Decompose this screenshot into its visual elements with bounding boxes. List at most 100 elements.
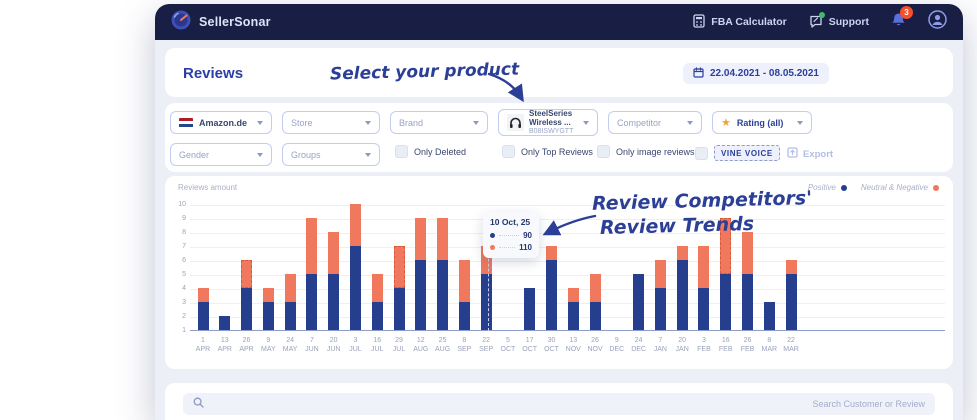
checkbox-icon: [395, 145, 408, 158]
brand-name: SellerSonar: [199, 15, 271, 29]
x-tick-label: 20 JUN: [326, 337, 341, 353]
marketplace-flag-icon: [179, 117, 193, 128]
negative-dot-icon: [933, 184, 939, 191]
vine-voice-checkbox[interactable]: VINE VOICE: [695, 145, 780, 161]
gridline: [190, 261, 945, 262]
segment-positive: [633, 274, 645, 330]
only-deleted-checkbox[interactable]: Only Deleted: [395, 145, 466, 158]
bar-12-aug[interactable]: [415, 218, 427, 330]
calculator-icon: [693, 13, 705, 31]
y-tick-label: 5: [182, 271, 186, 278]
date-range-value: 22.04.2021 - 08.05.2021: [710, 68, 819, 79]
x-tick-label: 17 OCT: [522, 337, 538, 353]
bar-13-nov[interactable]: [567, 288, 579, 330]
search-input[interactable]: [204, 399, 925, 409]
x-tick-label: 24 MAY: [282, 337, 298, 353]
gridline: [190, 289, 945, 290]
segment-positive: [567, 302, 579, 330]
gridline: [190, 317, 945, 318]
chevron-down-icon: [257, 120, 263, 125]
bar-20-jun[interactable]: [328, 232, 340, 330]
bar-30-oct[interactable]: [545, 246, 557, 330]
bar-24-dec[interactable]: [633, 274, 645, 330]
segment-neutral-negative: [262, 288, 274, 302]
legend-neutral-negative[interactable]: Neutral & Negative: [861, 183, 939, 192]
y-tick-label: 2: [182, 313, 186, 320]
segment-positive: [480, 274, 492, 330]
bar-20-jan[interactable]: [676, 246, 688, 330]
legend-positive[interactable]: Positive: [808, 183, 847, 192]
marketplace-dropdown[interactable]: Amazon.de: [170, 111, 272, 134]
x-tick-label: 3 JUL: [349, 337, 362, 353]
segment-neutral-negative: [284, 274, 296, 302]
bar-3-jul[interactable]: [349, 204, 361, 330]
bar-22-sep[interactable]: [480, 246, 492, 330]
segment-neutral-negative: [545, 246, 557, 260]
rating-dropdown[interactable]: ★ Rating (all): [712, 111, 812, 134]
bar-26-feb[interactable]: [742, 232, 753, 330]
segment-positive: [241, 288, 253, 330]
brand-placeholder: Brand: [399, 117, 424, 128]
bar-29-jul[interactable]: [393, 246, 405, 330]
fba-calculator-label: FBA Calculator: [711, 16, 787, 28]
bar-3-feb[interactable]: [698, 246, 710, 330]
bar-16-jul[interactable]: [371, 274, 383, 330]
vine-voice-badge: VINE VOICE: [714, 145, 780, 161]
brand-dropdown[interactable]: Brand: [390, 111, 488, 134]
bar-13-apr[interactable]: [219, 316, 231, 330]
positive-dot-icon: [840, 184, 847, 191]
store-placeholder: Store: [291, 117, 313, 128]
fba-calculator-button[interactable]: FBA Calculator: [693, 13, 787, 31]
export-button[interactable]: Export: [787, 147, 833, 161]
segment-positive: [654, 288, 666, 330]
x-tick-label: 16 JUL: [371, 337, 384, 353]
bar-17-oct[interactable]: [524, 288, 536, 330]
segment-neutral-negative: [306, 218, 318, 274]
store-dropdown[interactable]: Store: [282, 111, 380, 134]
checkbox-icon: [502, 145, 515, 158]
bar-26-apr[interactable]: [241, 260, 253, 330]
notifications-button[interactable]: 3: [891, 5, 913, 33]
search-field[interactable]: [183, 393, 935, 415]
support-label: Support: [828, 16, 869, 28]
x-tick-label: 26 FEB: [740, 337, 755, 353]
only-image-reviews-checkbox[interactable]: Only image reviews: [597, 145, 695, 158]
bar-24-may[interactable]: [284, 274, 296, 330]
bar-8-mar[interactable]: [763, 302, 775, 330]
account-avatar[interactable]: [928, 10, 947, 34]
product-dropdown[interactable]: SteelSeries Wireless ... B08ISWYGTT: [498, 109, 598, 136]
chart-legend: Positive Neutral & Negative: [808, 183, 939, 192]
y-tick-label: 4: [182, 285, 186, 292]
bar-7-jun[interactable]: [306, 218, 318, 330]
chevron-down-icon: [365, 120, 371, 125]
gender-dropdown[interactable]: Gender: [170, 143, 272, 166]
bar-16-feb[interactable]: [720, 218, 732, 330]
date-range-picker[interactable]: 22.04.2021 - 08.05.2021: [683, 63, 829, 84]
bar-26-nov[interactable]: [589, 274, 601, 330]
calendar-icon: [693, 66, 704, 81]
x-tick-label: 25 AUG: [434, 337, 451, 353]
bar-9-may[interactable]: [262, 288, 274, 330]
bar-8-sep[interactable]: [458, 260, 470, 330]
only-top-reviews-checkbox[interactable]: Only Top Reviews: [502, 145, 593, 158]
support-button[interactable]: Support: [809, 11, 869, 31]
bar-22-mar[interactable]: [785, 260, 797, 330]
y-axis-title: Reviews amount: [178, 183, 238, 192]
legend-positive-label: Positive: [807, 183, 836, 192]
bar-7-jan[interactable]: [654, 260, 666, 330]
bar-25-aug[interactable]: [437, 218, 449, 330]
segment-positive: [524, 288, 536, 330]
groups-dropdown[interactable]: Groups: [282, 143, 380, 166]
x-tick-label: 3 FEB: [697, 337, 711, 353]
only-image-reviews-label: Only image reviews: [616, 146, 695, 157]
segment-neutral-negative: [589, 274, 601, 302]
competitor-dropdown[interactable]: Competitor: [608, 111, 702, 134]
y-tick-label: 10: [178, 201, 186, 208]
gridline: [190, 233, 945, 234]
tooltip-positive-value: 90: [523, 231, 532, 240]
x-tick-label: 26 NOV: [587, 337, 603, 353]
segment-positive: [306, 274, 318, 330]
search-icon: [193, 395, 204, 413]
top-navbar: SellerSonar FBA Calculator Support: [155, 4, 963, 40]
bar-1-apr[interactable]: [197, 288, 209, 330]
